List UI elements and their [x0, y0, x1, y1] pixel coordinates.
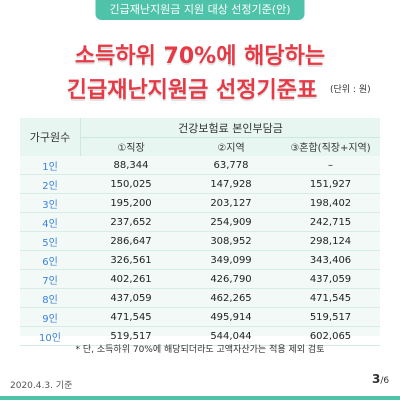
header-tag: 긴급재난지원금 지원 대상 선정기준(안): [95, 0, 305, 20]
criteria-table: 가구원수 건강보험료 본인부담금 ①직장 ②지역 ③혼합(직장+지역) 1인 88…: [20, 118, 380, 346]
household-cell: 1인: [42, 161, 58, 173]
mixed-cell: 198,402: [309, 197, 352, 209]
workplace-cell: 150,025: [110, 178, 152, 190]
regional-cell: 203,127: [210, 197, 252, 209]
title-line-1: 소득하위 70%에 해당하는: [74, 44, 326, 69]
mixed-cell: 151,927: [309, 178, 352, 190]
table-body: 1인 88,344 63,778 – 2인 150,025 147,928 151,927 3인…: [20, 156, 380, 346]
bottom-band: [0, 396, 400, 400]
reference-date: 2020.4.3. 기준: [10, 381, 73, 391]
regional-cell: 462,265: [210, 292, 252, 304]
household-cell: 3인: [42, 199, 58, 211]
table-row: 4인 237,652 254,909 242,715: [20, 213, 380, 232]
regional-cell: 426,790: [210, 273, 252, 285]
household-cell: 6인: [42, 256, 58, 268]
unit-label: (단위 : 원): [330, 85, 371, 95]
table-row: 5인 286,647 308,952 298,124: [20, 232, 380, 251]
mixed-cell: 437,059: [309, 273, 352, 285]
table-row: 7인 402,261 426,790 437,059: [20, 270, 380, 289]
workplace-cell: 326,561: [110, 254, 152, 266]
header-premium: 건강보험료 본인부담금: [81, 118, 380, 138]
regional-cell: 63,778: [213, 159, 249, 171]
mixed-cell: 343,406: [309, 254, 352, 266]
regional-cell: 495,914: [210, 311, 252, 323]
regional-cell: 544,044: [210, 330, 252, 342]
table-row: 8인 437,059 462,265 471,545: [20, 289, 380, 308]
mixed-cell: 298,124: [309, 235, 352, 247]
table-row: 1인 88,344 63,778 –: [20, 156, 380, 175]
table-header: 가구원수 건강보험료 본인부담금 ①직장 ②지역 ③혼합(직장+지역): [20, 118, 380, 156]
header-workplace: ①직장: [117, 143, 145, 154]
table-row: 10인 519,517 544,044 602,065: [20, 327, 380, 346]
workplace-cell: 519,517: [110, 330, 152, 342]
table-row: 6인 326,561 349,099 343,406: [20, 251, 380, 270]
workplace-cell: 195,200: [110, 197, 152, 209]
title-line-2: 긴급재난지원금 선정기준표: [66, 78, 318, 103]
household-cell: 9인: [42, 313, 58, 325]
page-current: 3: [372, 372, 381, 386]
household-cell: 7인: [42, 275, 58, 287]
footnote: * 단, 소득하위 70%에 해당되더라도 고액자산가는 적용 제외 검토: [75, 345, 325, 355]
household-cell: 8인: [42, 294, 58, 306]
regional-cell: 254,909: [210, 216, 252, 228]
table-row: 9인 471,545 495,914 519,517: [20, 308, 380, 327]
workplace-cell: 88,344: [113, 159, 149, 171]
workplace-cell: 437,059: [110, 292, 152, 304]
workplace-cell: 471,545: [110, 311, 152, 323]
regional-cell: 349,099: [210, 254, 252, 266]
mixed-cell: –: [328, 159, 333, 171]
page-indicator: 3/6: [372, 372, 389, 386]
header-household: 가구원수: [20, 118, 81, 156]
header-mixed: ③혼합(직장+지역): [290, 143, 371, 154]
workplace-cell: 286,647: [110, 235, 152, 247]
household-cell: 10인: [39, 332, 61, 344]
household-cell: 4인: [42, 218, 58, 230]
household-cell: 5인: [42, 237, 58, 249]
header-regional: ②지역: [217, 143, 245, 154]
table-row: 2인 150,025 147,928 151,927: [20, 175, 380, 194]
mixed-cell: 471,545: [309, 292, 352, 304]
household-cell: 2인: [42, 180, 58, 192]
table-row: 3인 195,200 203,127 198,402: [20, 194, 380, 213]
mixed-cell: 242,715: [309, 216, 352, 228]
regional-cell: 147,928: [210, 178, 252, 190]
regional-cell: 308,952: [210, 235, 252, 247]
mixed-cell: 602,065: [309, 330, 352, 342]
mixed-cell: 519,517: [309, 311, 352, 323]
workplace-cell: 402,261: [110, 273, 152, 285]
workplace-cell: 237,652: [110, 216, 152, 228]
page-total: /6: [380, 376, 390, 386]
